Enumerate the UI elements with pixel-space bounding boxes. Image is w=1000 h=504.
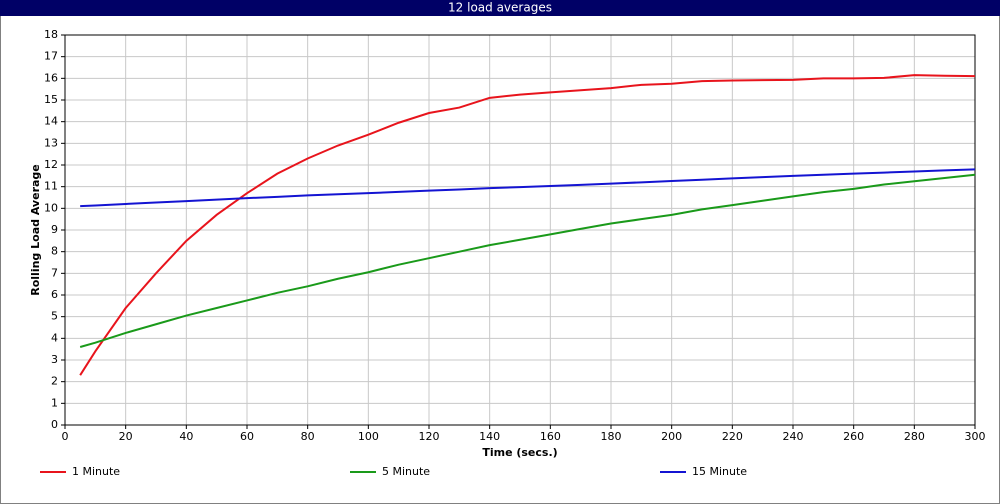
x-tick-label: 100 bbox=[358, 430, 379, 443]
y-tick-label: 17 bbox=[44, 50, 58, 63]
y-tick-label: 11 bbox=[44, 180, 58, 193]
y-tick-label: 0 bbox=[51, 418, 58, 431]
x-tick-label: 280 bbox=[904, 430, 925, 443]
y-tick-label: 10 bbox=[44, 201, 58, 214]
chart-title: 12 load averages bbox=[448, 1, 552, 15]
x-tick-label: 220 bbox=[722, 430, 743, 443]
series-line bbox=[80, 168, 976, 208]
x-axis-label: Time (secs.) bbox=[482, 446, 557, 459]
y-tick-label: 4 bbox=[51, 331, 58, 344]
x-tick-label: 240 bbox=[783, 430, 804, 443]
y-tick-label: 18 bbox=[44, 28, 58, 41]
title-bar bbox=[0, 0, 1000, 16]
plot-border bbox=[64, 34, 976, 426]
x-tick-label: 120 bbox=[419, 430, 440, 443]
legend-label: 5 Minute bbox=[382, 465, 430, 478]
y-tick-label: 7 bbox=[51, 266, 58, 279]
legend-label: 15 Minute bbox=[692, 465, 747, 478]
legend-label: 1 Minute bbox=[72, 465, 120, 478]
y-tick-label: 13 bbox=[44, 136, 58, 149]
y-tick-label: 1 bbox=[51, 396, 58, 409]
x-tick-label: 260 bbox=[843, 430, 864, 443]
x-tick-label: 60 bbox=[240, 430, 254, 443]
y-tick-label: 2 bbox=[51, 375, 58, 388]
x-tick-label: 180 bbox=[601, 430, 622, 443]
x-tick-label: 0 bbox=[62, 430, 69, 443]
y-tick-label: 12 bbox=[44, 158, 58, 171]
series-line bbox=[79, 74, 976, 376]
y-tick-label: 14 bbox=[44, 115, 58, 128]
y-axis-label: Rolling Load Average bbox=[29, 164, 42, 296]
y-tick-label: 6 bbox=[51, 288, 58, 301]
x-tick-label: 40 bbox=[179, 430, 193, 443]
x-tick-label: 80 bbox=[301, 430, 315, 443]
y-tick-label: 16 bbox=[44, 71, 58, 84]
series-line bbox=[79, 173, 976, 348]
y-tick-label: 3 bbox=[51, 353, 58, 366]
x-tick-label: 200 bbox=[661, 430, 682, 443]
y-tick-label: 9 bbox=[51, 223, 58, 236]
y-tick-label: 15 bbox=[44, 93, 58, 106]
x-tick-label: 160 bbox=[540, 430, 561, 443]
y-tick-label: 8 bbox=[51, 245, 58, 258]
x-tick-label: 20 bbox=[119, 430, 133, 443]
x-tick-label: 140 bbox=[479, 430, 500, 443]
y-tick-label: 5 bbox=[51, 310, 58, 323]
x-tick-label: 300 bbox=[965, 430, 986, 443]
